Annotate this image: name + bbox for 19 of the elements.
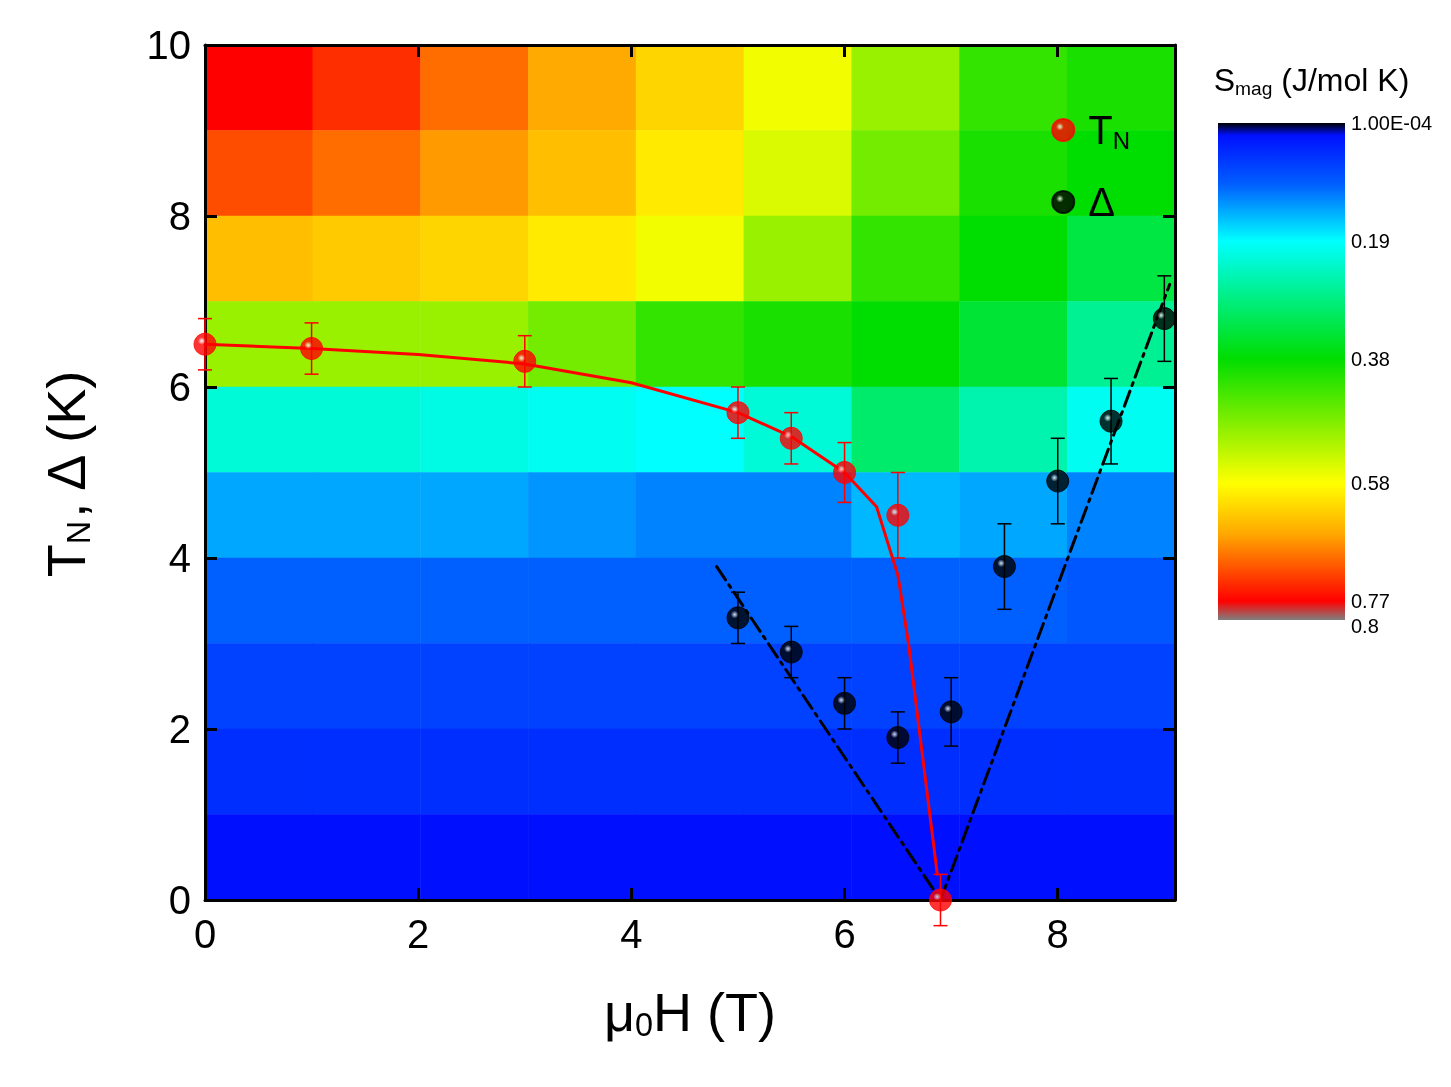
y-tick-label: 10 xyxy=(146,23,191,67)
color-bar-label: 0.58 xyxy=(1351,472,1390,495)
y-axis-title: TN, Δ (K) xyxy=(35,370,97,578)
x-tick-label: 8 xyxy=(1046,912,1069,956)
color-bar-title: Smag (J/mol K) xyxy=(1213,62,1410,99)
color-bar-label: 0.77 xyxy=(1351,590,1390,613)
y-tick-label: 2 xyxy=(168,707,191,751)
color-bar-label: 0.8 xyxy=(1351,615,1379,637)
color-bar-label: 0.38 xyxy=(1351,348,1390,371)
x-tick-label: 4 xyxy=(620,912,643,956)
y-tick-label: 0 xyxy=(168,878,191,922)
y-tick-label: 8 xyxy=(168,194,191,238)
color-bar-label: 1.00E-04 xyxy=(1351,112,1433,134)
color-bar-label: 0.19 xyxy=(1351,229,1390,252)
legend-label: Δ xyxy=(1088,180,1115,224)
y-tick-label: 4 xyxy=(168,536,191,580)
x-tick-label: 2 xyxy=(407,912,430,956)
y-tick-label: 6 xyxy=(168,365,191,409)
x-tick-label: 6 xyxy=(833,912,856,956)
